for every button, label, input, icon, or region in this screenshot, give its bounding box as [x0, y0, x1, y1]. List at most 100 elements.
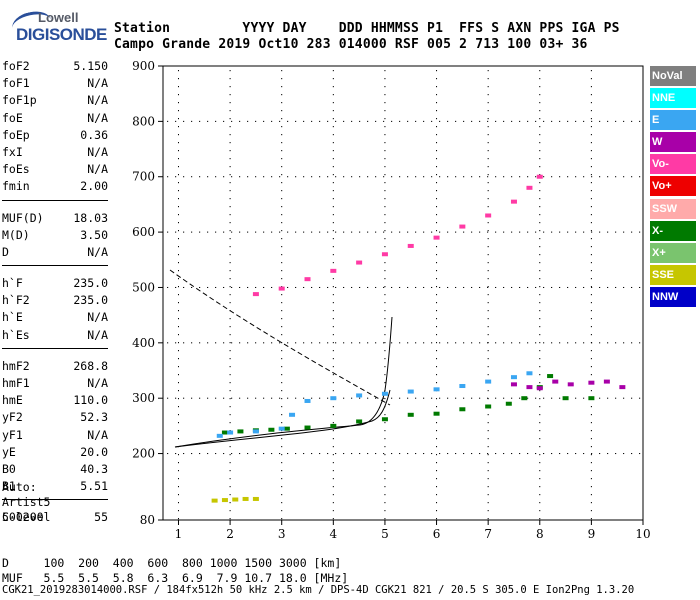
- param-value: 5.150: [73, 59, 108, 73]
- grid-dot: [519, 453, 521, 455]
- grid-dot: [281, 398, 283, 400]
- grid-dot: [535, 397, 537, 399]
- param-name: yF2: [2, 410, 23, 425]
- grid-dot: [281, 358, 283, 360]
- grid-dot: [384, 374, 386, 376]
- param-name: foF2: [2, 59, 30, 73]
- grid-dot: [281, 406, 283, 408]
- grid-dot: [384, 342, 386, 344]
- grid-dot: [332, 182, 334, 184]
- grid-dot: [207, 397, 209, 399]
- grid-dot: [177, 254, 179, 256]
- echo-point: [562, 396, 569, 401]
- grid-dot: [281, 126, 283, 128]
- grid-dot: [590, 214, 592, 216]
- grid-dot: [223, 453, 225, 455]
- grid-dot: [399, 397, 401, 399]
- grid-dot: [255, 397, 257, 399]
- grid-dot: [559, 453, 561, 455]
- grid-dot: [332, 414, 334, 416]
- echo-point: [221, 498, 228, 503]
- grid-dot: [177, 190, 179, 192]
- grid-dot: [332, 438, 334, 440]
- grid: [167, 70, 644, 520]
- grid-dot: [384, 262, 386, 264]
- grid-dot: [423, 176, 425, 178]
- grid-dot: [167, 397, 169, 399]
- grid-dot: [332, 198, 334, 200]
- grid-dot: [229, 502, 231, 504]
- grid-dot: [539, 254, 541, 256]
- grid-dot: [539, 470, 541, 472]
- grid-dot: [384, 222, 386, 224]
- grid-dot: [539, 230, 541, 232]
- grid-dot: [615, 286, 617, 288]
- grid-dot: [642, 222, 644, 224]
- grid-dot: [487, 286, 489, 288]
- grid-dot: [436, 366, 438, 368]
- grid-dot: [229, 342, 231, 344]
- grid-dot: [431, 397, 433, 399]
- grid-dot: [436, 286, 438, 288]
- grid-dot: [415, 397, 417, 399]
- grid-dot: [215, 342, 217, 344]
- grid-dot: [535, 286, 537, 288]
- grid-dot: [332, 366, 334, 368]
- grid-dot: [642, 414, 644, 416]
- grid-dot: [623, 453, 625, 455]
- grid-dot: [367, 397, 369, 399]
- grid-dot: [539, 246, 541, 248]
- grid-dot: [519, 231, 521, 233]
- param-value: N/A: [87, 162, 108, 177]
- grid-dot: [590, 446, 592, 448]
- grid-dot: [335, 342, 337, 344]
- grid-dot: [539, 398, 541, 400]
- echo-point: [381, 252, 388, 257]
- grid-dot: [503, 120, 505, 122]
- grid-dot: [487, 462, 489, 464]
- grid-dot: [229, 446, 231, 448]
- grid-dot: [642, 398, 644, 400]
- grid-dot: [384, 478, 386, 480]
- grid-dot: [455, 453, 457, 455]
- grid-dot: [487, 150, 489, 152]
- echo-point: [567, 382, 574, 387]
- grid-dot: [487, 342, 489, 344]
- grid-dot: [642, 206, 644, 208]
- grid-dot: [487, 397, 489, 399]
- grid-dot: [271, 120, 273, 122]
- grid-dot: [332, 302, 334, 304]
- grid-dot: [539, 374, 541, 376]
- grid-dot: [279, 342, 281, 344]
- grid-dot: [487, 230, 489, 232]
- grid-dot: [642, 478, 644, 480]
- grid-dot: [623, 397, 625, 399]
- grid-dot: [332, 390, 334, 392]
- param-value: 55: [94, 510, 108, 525]
- grid-dot: [407, 120, 409, 122]
- grid-dot: [487, 366, 489, 368]
- grid-dot: [519, 120, 521, 122]
- grid-dot: [327, 231, 329, 233]
- grid-dot: [436, 326, 438, 328]
- grid-dot: [239, 397, 241, 399]
- grid-dot: [436, 190, 438, 192]
- grid-dot: [281, 310, 283, 312]
- grid-dot: [590, 302, 592, 304]
- grid-dot: [436, 142, 438, 144]
- grid-dot: [487, 502, 489, 504]
- grid-dot: [183, 231, 185, 233]
- grid-dot: [487, 454, 489, 456]
- grid-dot: [639, 286, 641, 288]
- grid-dot: [539, 198, 541, 200]
- param-value: N/A: [87, 244, 108, 259]
- grid-dot: [479, 397, 481, 399]
- grid-dot: [281, 350, 283, 352]
- param-value: N/A: [87, 76, 108, 91]
- y-tick-label: 900: [132, 59, 155, 73]
- grid-dot: [343, 176, 345, 178]
- grid-dot: [335, 120, 337, 122]
- echo-point: [407, 412, 414, 417]
- y-tick-label: 400: [132, 336, 155, 350]
- grid-dot: [590, 486, 592, 488]
